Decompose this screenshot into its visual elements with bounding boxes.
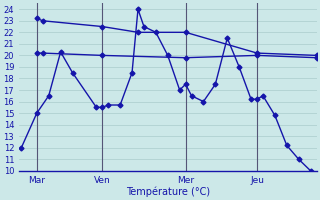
- X-axis label: Température (°C): Température (°C): [126, 186, 210, 197]
